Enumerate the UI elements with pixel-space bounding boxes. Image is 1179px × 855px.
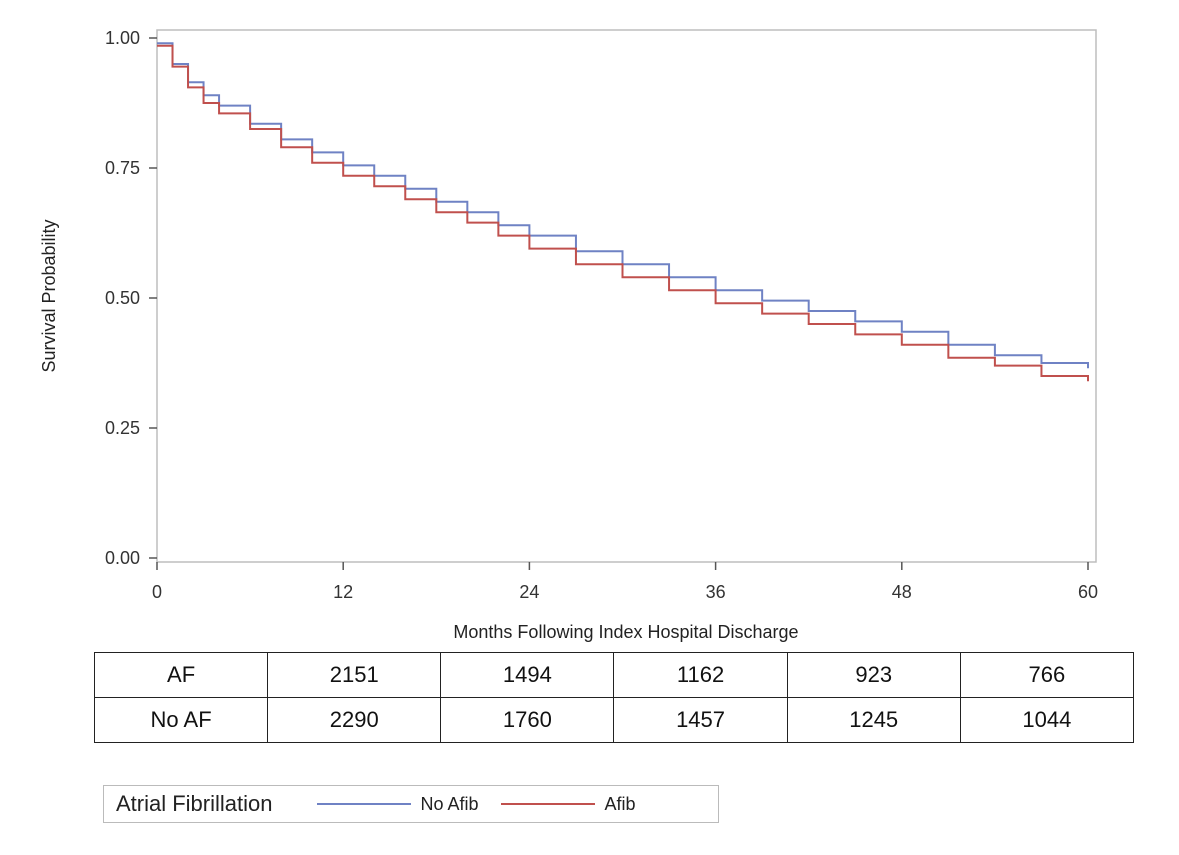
table-cell: 1162 — [613, 652, 788, 698]
legend-swatch-afib — [500, 803, 595, 805]
x-tick-label: 0 — [152, 582, 162, 602]
table-cell: 1494 — [440, 652, 615, 698]
x-tick-label: 60 — [1078, 582, 1098, 602]
survival-plot: 0.00 0.25 0.50 0.75 1.00 0 12 24 36 48 60 Months … — [39, 28, 1098, 642]
plot-frame — [156, 29, 1097, 563]
number-at-risk-table: AF 2151 1494 1162 923 766 No AF 2290 176… — [93, 652, 1135, 743]
x-tick-label: 24 — [519, 582, 539, 602]
table-cell: 923 — [786, 652, 961, 698]
table-row: AF 2151 1494 1162 923 766 — [93, 652, 1135, 698]
series-line-afib — [157, 44, 1089, 382]
x-tick-label: 12 — [333, 582, 353, 602]
table-cell: 2290 — [267, 697, 442, 743]
table-cell: 766 — [959, 652, 1135, 698]
row-label-no-af: No AF — [93, 697, 269, 743]
x-axis-label: Months Following Index Hospital Discharg… — [453, 622, 798, 642]
x-tick-label: 36 — [706, 582, 726, 602]
x-axis: 0 12 24 36 48 60 — [152, 562, 1098, 602]
series-line-no-afib — [157, 42, 1089, 369]
table-cell: 1044 — [959, 697, 1135, 743]
y-axis: 0.00 0.25 0.50 0.75 1.00 — [105, 28, 157, 568]
legend-title: Atrial Fibrillation — [116, 791, 273, 816]
y-tick-label: 0.25 — [105, 418, 140, 438]
y-axis-label: Survival Probability — [39, 219, 59, 372]
y-tick-label: 0.00 — [105, 548, 140, 568]
y-tick-label: 0.50 — [105, 288, 140, 308]
legend-label-afib: Afib — [604, 793, 636, 814]
legend-swatch-no-afib — [316, 803, 411, 805]
legend-entry-no-afib: No Afib — [316, 793, 479, 815]
row-label-af: AF — [93, 652, 269, 698]
y-tick-label: 1.00 — [105, 28, 140, 48]
table-cell: 1457 — [613, 697, 788, 743]
legend-label-no-afib: No Afib — [420, 793, 479, 814]
table-cell: 2151 — [267, 652, 442, 698]
table-cell: 1760 — [440, 697, 615, 743]
table-cell: 1245 — [786, 697, 961, 743]
legend: Atrial Fibrillation No Afib Afib — [103, 785, 719, 823]
table-row: No AF 2290 1760 1457 1245 1044 — [93, 697, 1135, 743]
series-layer — [157, 42, 1089, 382]
legend-entry-afib: Afib — [500, 793, 636, 815]
x-tick-label: 48 — [892, 582, 912, 602]
y-tick-label: 0.75 — [105, 158, 140, 178]
